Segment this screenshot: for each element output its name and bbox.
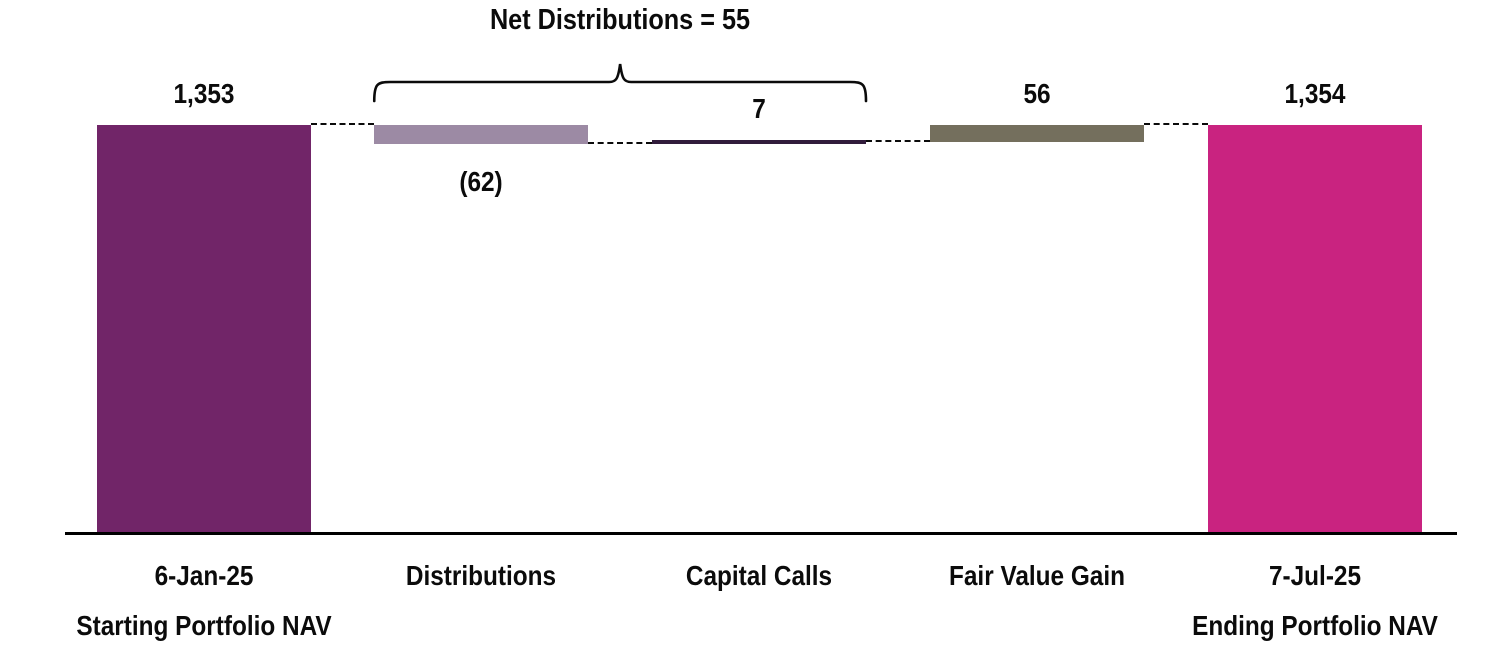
category-label-distributions: Distributions [406, 560, 557, 591]
connector-line [588, 142, 652, 145]
x-axis-line [65, 532, 1457, 535]
value-label-distributions: (62) [459, 166, 503, 198]
value-label-6-jan-25: 1,353 [173, 78, 234, 110]
chart-title: Net Distributions = 55 [489, 4, 751, 36]
category-sublabel-7-jul-25: Ending Portfolio NAV [1191, 610, 1438, 641]
bar-fair-value-gain [929, 125, 1144, 142]
bar-capital-calls [652, 140, 866, 145]
value-label-capital-calls: 7 [752, 93, 766, 125]
category-label-fair-value-gain: Fair Value Gain [948, 560, 1125, 591]
connector-line [310, 123, 375, 126]
value-label-7-jul-25: 1,354 [1284, 78, 1345, 110]
connector-line [1143, 123, 1208, 126]
bar-6-jan-25 [96, 125, 311, 534]
category-sublabel-6-jan-25: Starting Portfolio NAV [75, 610, 332, 641]
value-label-fair-value-gain: 56 [1023, 78, 1051, 110]
bar-distributions [374, 125, 589, 145]
bar-7-jul-25 [1207, 125, 1422, 534]
category-label-6-jan-25: 6-Jan-25 [154, 560, 253, 591]
category-label-capital-calls: Capital Calls [685, 560, 833, 591]
category-label-7-jul-25: 7-Jul-25 [1268, 560, 1361, 591]
connector-line [866, 140, 930, 142]
